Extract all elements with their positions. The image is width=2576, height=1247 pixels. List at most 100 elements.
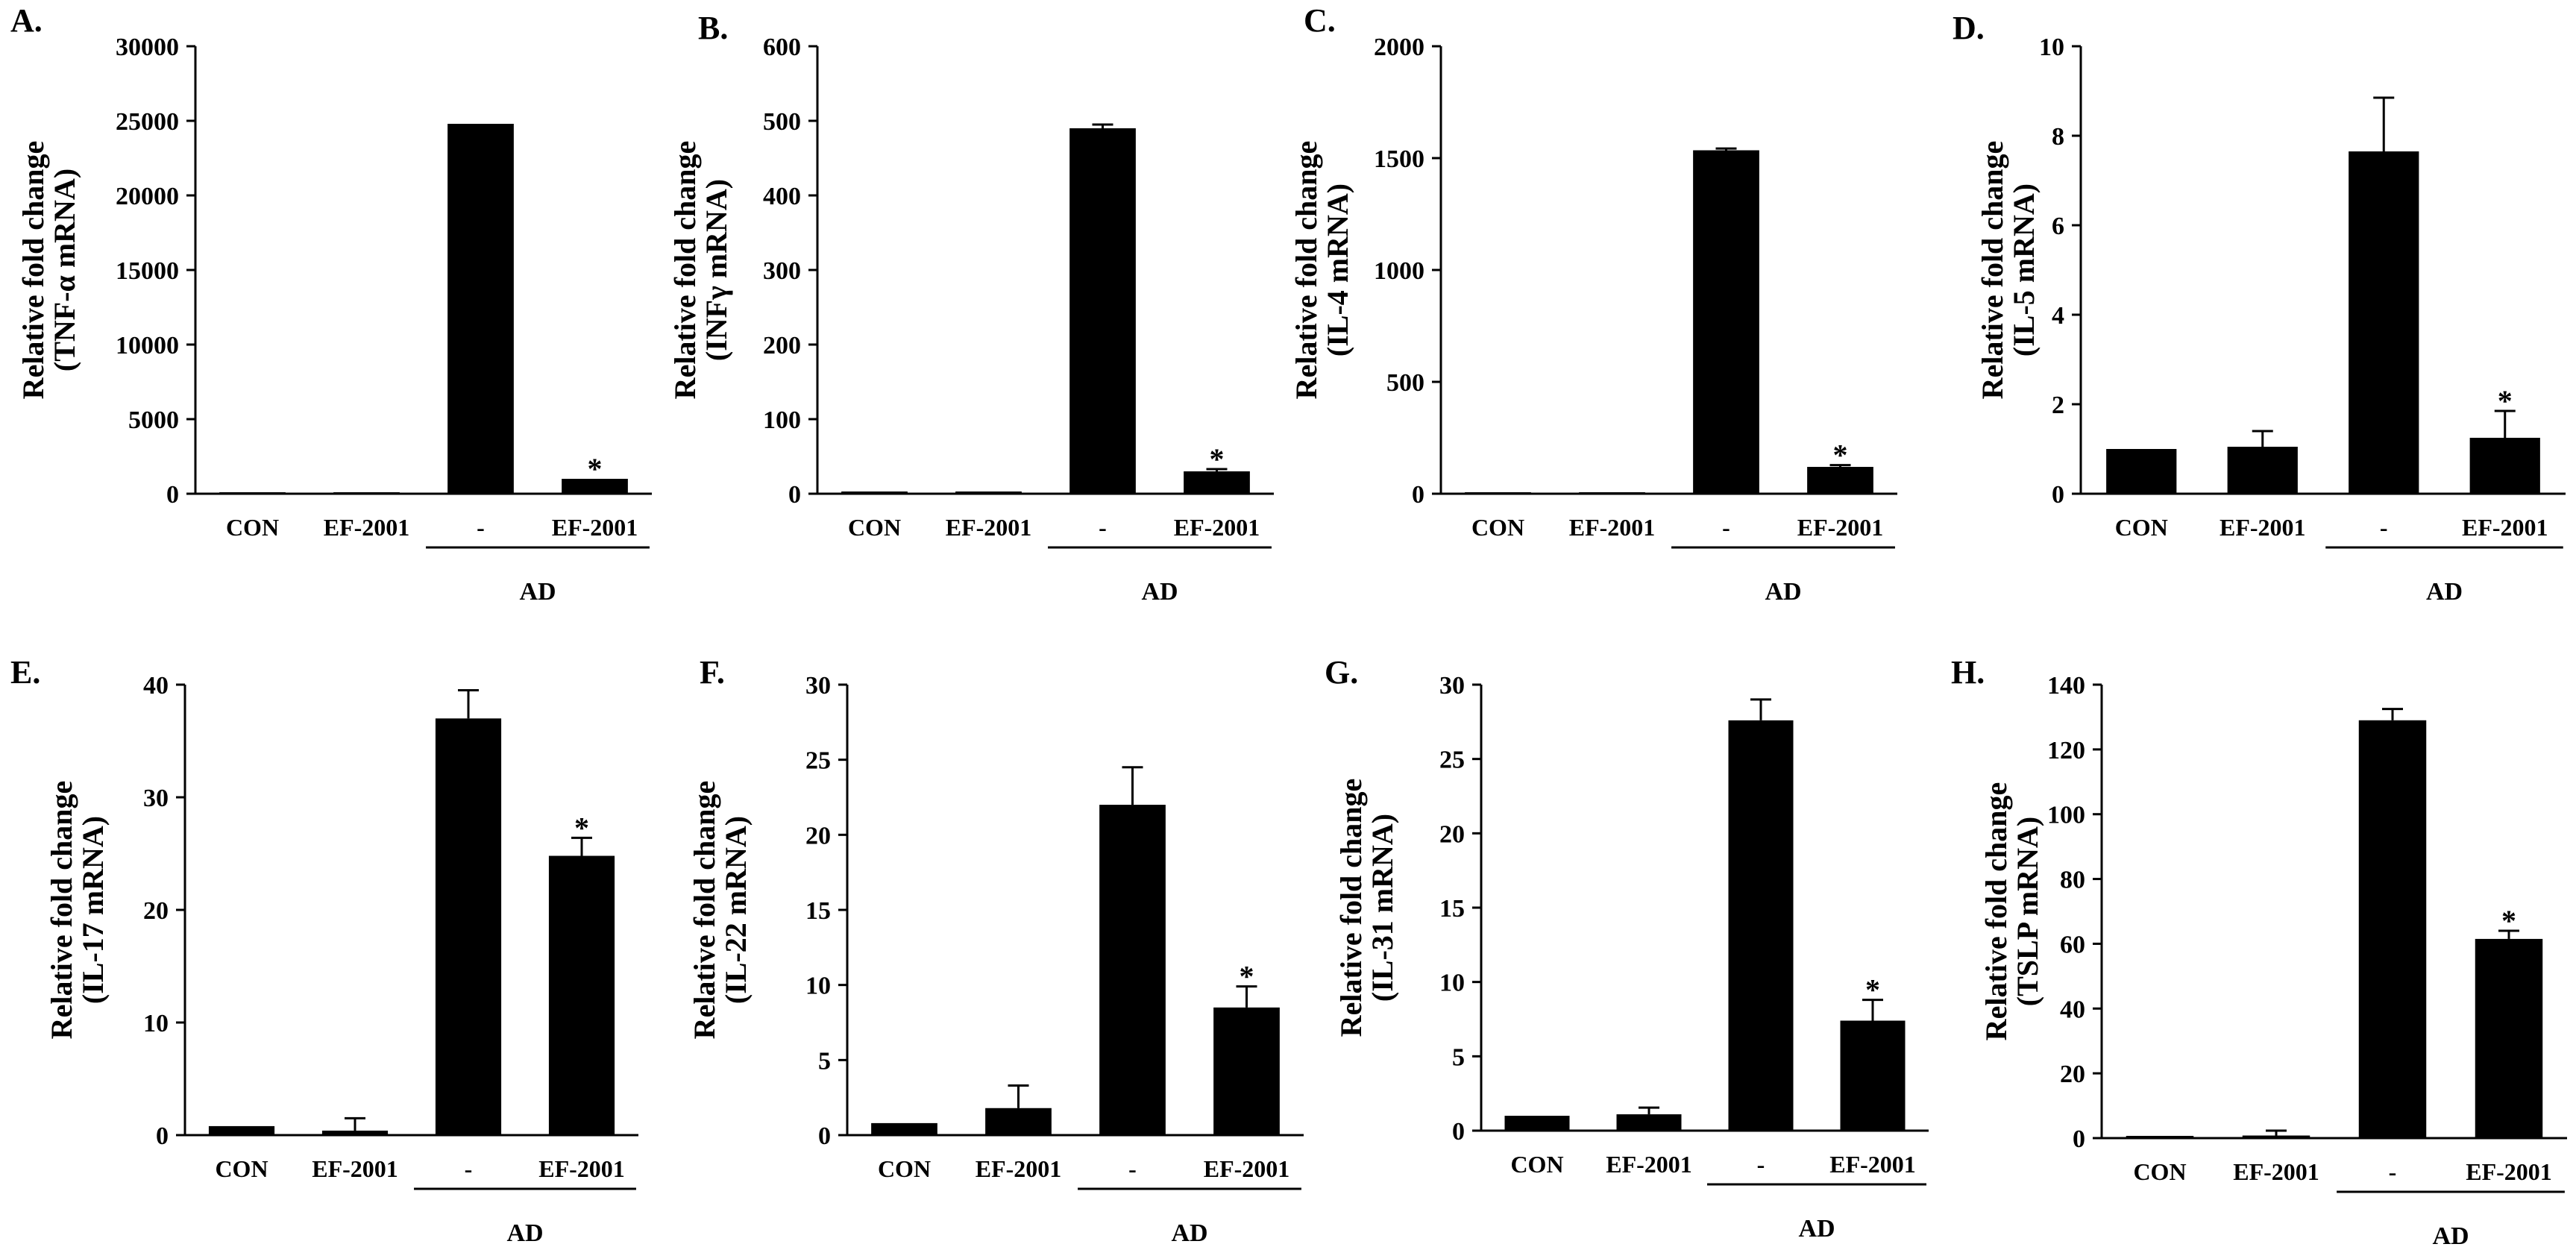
y-axis-label: Relative fold change (1979, 782, 2013, 1041)
y-tick-label: 15 (805, 897, 831, 925)
category-label: - (1757, 1151, 1765, 1178)
y-tick-label: 20000 (116, 183, 179, 210)
y-tick-label: 25 (1439, 747, 1465, 774)
significance-marker: * (1210, 442, 1225, 476)
chart-panel-1: A. 0 5000 10000 15000 20000 25000 30000 Relative… (10, 2, 652, 606)
y-tick-label: 0 (166, 481, 179, 509)
y-tick-label: 100 (763, 406, 801, 434)
bar (435, 718, 502, 1135)
category-label: EF-2001 (1174, 514, 1260, 541)
category-label: - (1722, 514, 1730, 541)
category-label: EF-2001 (324, 514, 410, 541)
y-tick-label: 5000 (128, 406, 179, 434)
chart-panel-6: F. 0 5 10 15 20 25 30 Relative fold change(IL-22… (688, 654, 1304, 1247)
y-tick-label: 20 (143, 897, 169, 925)
bar (1693, 150, 1759, 494)
y-tick-label: 5 (818, 1047, 831, 1075)
category-label: EF-2001 (552, 514, 638, 541)
y-axis-label-analyte: (TNF-α mRNA) (48, 169, 81, 371)
y-tick-label: 10 (1439, 970, 1465, 997)
category-label: - (477, 514, 485, 541)
y-tick-label: 2 (2052, 392, 2064, 419)
y-tick-label: 10 (805, 973, 831, 1000)
y-tick-label: 10000 (116, 332, 179, 359)
bar (548, 855, 615, 1135)
y-tick-label: 25 (805, 747, 831, 775)
y-tick-label: 30 (143, 785, 169, 812)
group-label: AD (506, 1219, 543, 1247)
panel-letter: D. (1953, 10, 1985, 46)
category-label: - (2380, 514, 2388, 541)
panel-letter: E. (10, 654, 40, 691)
category-label: - (465, 1155, 473, 1182)
group-label: AD (1765, 578, 1801, 606)
y-axis-label: Relative fold change (1289, 141, 1323, 400)
bar (2358, 720, 2427, 1138)
y-axis-label-analyte: (TSLP mRNA) (2011, 817, 2044, 1006)
category-label: EF-2001 (946, 514, 1032, 541)
significance-marker: * (574, 811, 589, 844)
bar (1840, 1020, 1906, 1131)
bar (447, 124, 514, 494)
bar (1069, 128, 1136, 494)
significance-marker: * (2501, 904, 2516, 937)
bar (321, 1130, 389, 1135)
chart-panel-4: D. 0 2 4 6 8 10 Relative fold change(IL-5 mRNA)… (1953, 10, 2566, 606)
group-label: AD (1171, 1219, 1207, 1247)
significance-marker: * (2498, 384, 2513, 418)
y-tick-label: 80 (2060, 867, 2085, 894)
bar (1728, 720, 1794, 1131)
y-tick-label: 0 (156, 1122, 169, 1150)
y-tick-label: 0 (1452, 1118, 1465, 1146)
group-label: AD (2426, 578, 2463, 606)
panel-letter: F. (700, 654, 725, 691)
bar (2242, 1135, 2310, 1138)
y-axis-label: Relative fold change (16, 141, 50, 400)
category-label: EF-2001 (2466, 1158, 2552, 1185)
y-tick-label: 30 (1439, 672, 1465, 700)
category-label: CON (215, 1155, 268, 1182)
y-tick-label: 140 (2047, 672, 2085, 700)
y-axis-label-analyte: (IL-17 mRNA) (76, 816, 110, 1004)
category-label: CON (2115, 514, 2168, 541)
y-tick-label: 100 (2047, 802, 2085, 829)
y-axis-label: Relative fold change (1334, 779, 1368, 1037)
y-tick-label: 20 (1439, 820, 1465, 848)
category-label: CON (226, 514, 279, 541)
category-label: CON (1471, 514, 1524, 541)
group-label: AD (2432, 1222, 2469, 1247)
y-axis-label-analyte: (IL-4 mRNA) (1321, 183, 1354, 356)
significance-marker: * (1240, 960, 1254, 993)
category-label: CON (878, 1155, 931, 1182)
bar (985, 1108, 1052, 1135)
y-tick-label: 20 (2060, 1061, 2085, 1088)
y-tick-label: 400 (763, 183, 801, 210)
y-tick-label: 30000 (116, 34, 179, 61)
bar (1504, 1116, 1570, 1131)
y-tick-label: 6 (2052, 213, 2064, 240)
chart-panel-5: E. 0 10 20 30 40 Relative fold change(IL-17 mR… (10, 654, 638, 1247)
y-tick-label: 0 (1412, 481, 1424, 509)
significance-marker: * (1833, 439, 1848, 472)
bar (1616, 1114, 1682, 1131)
bar (1099, 805, 1166, 1135)
panel-letter: H. (1951, 654, 1985, 691)
y-tick-label: 8 (2052, 123, 2064, 151)
panel-letter: G. (1325, 654, 1358, 691)
category-label: EF-2001 (2220, 514, 2306, 541)
y-axis-label-analyte: (IL-22 mRNA) (719, 816, 753, 1004)
y-tick-label: 200 (763, 332, 801, 359)
y-tick-label: 25000 (116, 108, 179, 136)
y-tick-label: 500 (763, 108, 801, 136)
category-label: CON (848, 514, 901, 541)
panel-letter: A. (10, 2, 43, 39)
y-tick-label: 2000 (1374, 34, 1424, 61)
y-tick-label: 500 (1386, 369, 1424, 397)
y-axis-label-analyte: (IL-5 mRNA) (2007, 183, 2041, 356)
significance-marker: * (1865, 973, 1880, 1007)
y-tick-label: 120 (2047, 737, 2085, 764)
category-label: EF-2001 (1204, 1155, 1290, 1182)
y-tick-label: 1500 (1374, 145, 1424, 173)
y-tick-label: 300 (763, 257, 801, 285)
